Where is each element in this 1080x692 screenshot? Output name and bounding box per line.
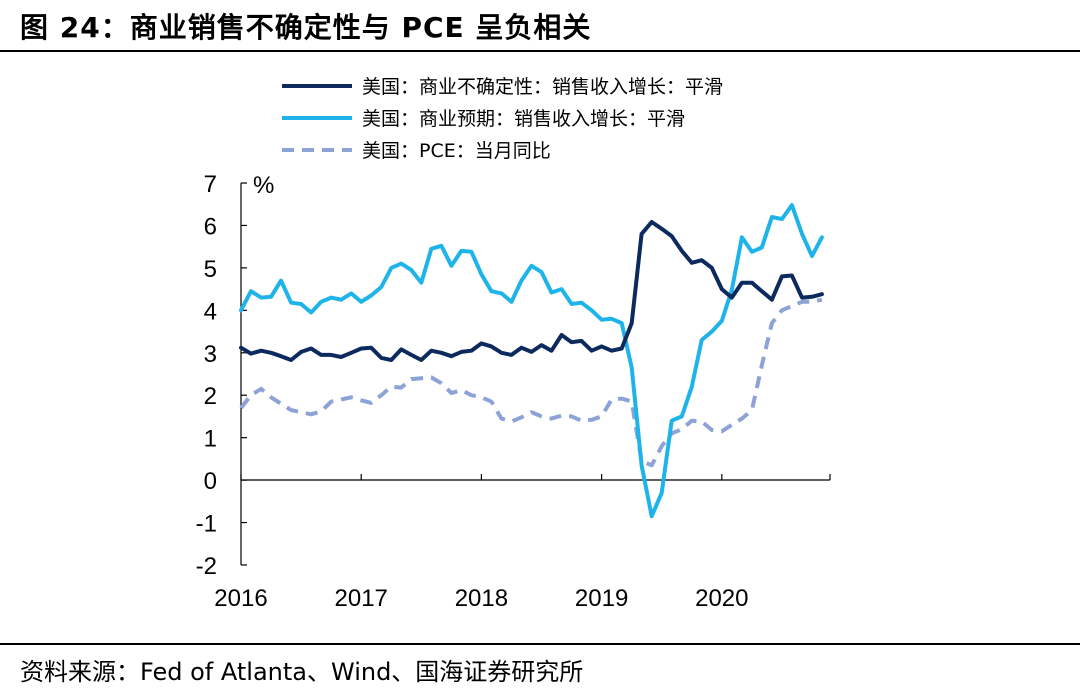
series-line-3 (239, 297, 823, 468)
x-tick-label: 2018 (455, 585, 508, 612)
y-tick-label: 5 (204, 256, 217, 283)
chart-series (239, 203, 824, 519)
source-note: 资料来源：Fed of Atlanta、Wind、国海证券研究所 (20, 658, 584, 686)
series-line-2 (239, 203, 824, 519)
x-tick-label: 2020 (695, 585, 748, 612)
figure-title: 图 24：商业销售不确定性与 PCE 呈负相关 (20, 11, 592, 44)
y-tick-label: 4 (204, 298, 217, 325)
legend-label: 美国：PCE：当月同比 (362, 140, 551, 162)
x-tick-label: 2017 (335, 585, 388, 612)
source-divider (0, 643, 1080, 645)
series-line-1 (239, 220, 824, 362)
y-tick-label: 3 (204, 341, 217, 368)
legend-label: 美国：商业预期：销售收入增长：平滑 (362, 108, 685, 130)
y-tick-label: 1 (204, 426, 217, 453)
y-tick-label: 7 (204, 171, 217, 198)
y-tick-label: -2 (196, 553, 217, 580)
legend-label: 美国：商业不确定性：销售收入增长：平滑 (362, 76, 723, 98)
y-tick-label: 2 (204, 383, 217, 410)
x-tick-label: 2019 (575, 585, 628, 612)
y-tick-label: 0 (204, 468, 217, 495)
y-tick-label: 6 (204, 213, 217, 240)
y-axis-unit-label: % (253, 172, 274, 199)
chart-axes: 7 6 5 4 3 2 1 0 -1 -2% 2016 2017 2018 2019 2020 (196, 171, 831, 612)
y-tick-label: -1 (196, 511, 217, 538)
title-divider (0, 50, 1080, 52)
chart-legend: 美国：商业不确定性：销售收入增长：平滑美国：商业预期：销售收入增长：平滑美国：P… (282, 76, 723, 162)
x-tick-label: 2016 (214, 585, 267, 612)
